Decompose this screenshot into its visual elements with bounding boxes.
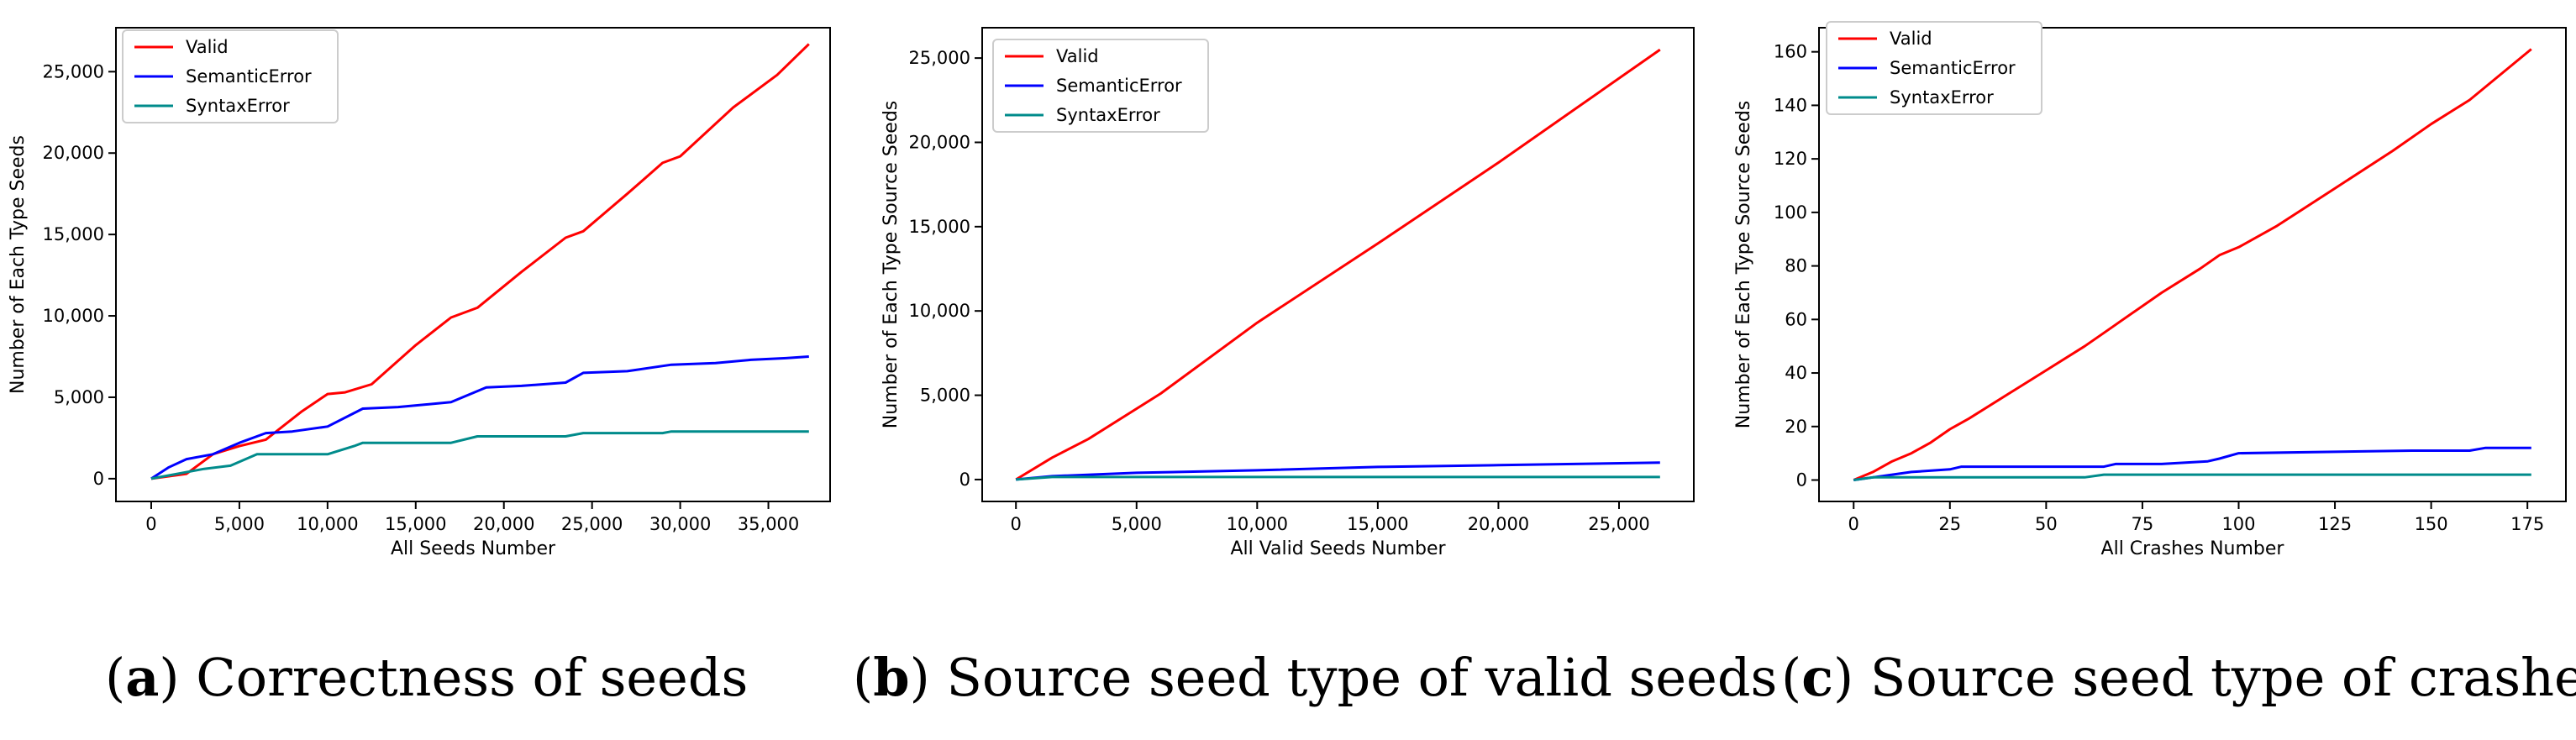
chart-b-xtick-label: 15,000 [1347,514,1408,534]
chart-b-xtick-label: 10,000 [1227,514,1288,534]
chart-a-plot: 0 5,000 10,000 15,000 20,000 25,000 30,000 35,0… [8,27,831,559]
chart-c-ytick-label: 0 [1796,470,1807,491]
chart-c-xtick-label: 100 [2221,514,2255,534]
chart-c-ylabel: Number of Each Type Source Seeds [1733,101,1754,429]
chart-a-xtick-label: 10,000 [297,514,358,534]
chart-c-ytick-label: 40 [1785,363,1807,383]
caption-a-text: Correctness of seeds [196,647,749,708]
caption-b: (b) Source seed type of valid seeds [853,647,1778,708]
chart-c-series-valid-line [1853,48,2532,481]
chart-a-series-valid-line [150,43,810,480]
chart-a-legend-label: SyntaxError [186,96,290,116]
chart-b: 0 5,000 10,000 15,000 20,000 25,000 0 5,000 10,0… [881,27,1695,559]
chart-b-legend-label: SemanticError [1056,76,1182,96]
chart-b-series-valid-line [1015,48,1661,481]
chart-a-legend-box [122,29,339,123]
chart-a-xtick-label: 35,000 [738,514,799,534]
chart-b-xtick-label: 20,000 [1468,514,1529,534]
chart-b-series-syntaxerror-line [1016,475,1660,481]
chart-c-xtick-label: 150 [2415,514,2448,534]
caption-b-letter: b [873,647,910,708]
chart-c-ytick-label: 20 [1785,417,1807,437]
caption-c-text: Source seed type of crashes [1869,647,2576,708]
chart-c-xtick-label: 0 [1848,514,1859,534]
chart-c-xtick-label: 75 [2132,514,2154,534]
chart-c-ytick-label: 80 [1785,256,1807,276]
chart-c-xtick-label: 50 [2035,514,2058,534]
chart-a-xtick-label: 30,000 [649,514,711,534]
chart-a: 0 5,000 10,000 15,000 20,000 25,000 30,000 35,0… [8,27,831,559]
chart-b-ytick-label: 25,000 [909,48,970,68]
chart-c-ytick-label: 160 [1774,42,1807,62]
chart-c-legend-label: Valid [1890,29,1932,49]
chart-c-ytick-label: 120 [1774,149,1807,169]
chart-a-ytick-label: 5,000 [54,387,104,407]
chart-c-legend-box [1826,21,2042,115]
caption-b-text: Source seed type of valid seeds [946,647,1778,708]
chart-a-xtick-label: 5,000 [214,514,265,534]
chart-b-ytick-label: 20,000 [909,132,970,152]
chart-c-series-semanticerror-line [1853,446,2531,481]
chart-c-xtick-label: 25 [1938,514,1961,534]
chart-c-legend-label: SemanticError [1890,58,2016,78]
chart-a-ytick-label: 25,000 [43,61,104,81]
chart-a-ytick-label: 15,000 [43,224,104,244]
chart-c-legend-label: SyntaxError [1890,87,1994,108]
chart-b-xtick-label: 5,000 [1112,514,1162,534]
chart-b-legend-label: Valid [1056,46,1099,66]
chart-c-plot: 0 25 50 75 100 125 150 175 0 20 40 60 80 100 120 140 160… [1733,21,2567,559]
chart-a-xlabel: All Seeds Number [391,538,556,559]
chart-b-frame [981,27,1695,502]
caption-c-letter: c [1801,647,1833,708]
chart-a-xtick-label: 0 [145,514,156,534]
chart-b-xtick-label: 0 [1011,514,1022,534]
chart-b-legend-box [992,39,1209,133]
chart-a-ylabel: Number of Each Type Seeds [8,135,29,394]
chart-c-ytick-label: 140 [1774,95,1807,115]
caption-c: (c) Source seed type of crashes [1781,647,2576,708]
chart-c-frame [1818,27,2567,502]
chart-b-ytick-label: 10,000 [909,301,970,321]
chart-b-plot: 0 5,000 10,000 15,000 20,000 25,000 0 5,000 10,0… [881,27,1695,559]
chart-b-xlabel: All Valid Seeds Number [1230,538,1446,559]
chart-b-legend-label: SyntaxError [1056,105,1160,125]
chart-a-xtick-label: 20,000 [473,514,534,534]
chart-b-ytick-label: 5,000 [920,386,970,406]
chart-a-ytick-label: 0 [93,469,104,489]
caption-a: (a) Correctness of seeds [105,647,749,708]
chart-c-xtick-label: 175 [2510,514,2544,534]
chart-a-series-semanticerror-line [150,355,809,480]
chart-b-ylabel: Number of Each Type Source Seeds [881,101,902,429]
chart-b-ytick-label: 15,000 [909,217,970,237]
chart-c: 0 25 50 75 100 125 150 175 0 20 40 60 80 100 120 140 160… [1733,21,2567,559]
chart-c-xlabel: All Crashes Number [2101,538,2285,559]
chart-b-xtick-label: 25,000 [1588,514,1649,534]
caption-a-letter: a [125,647,160,708]
chart-a-ytick-label: 10,000 [43,306,104,326]
chart-c-series-syntaxerror-line [1853,473,2531,481]
chart-a-ytick-label: 20,000 [43,143,104,163]
chart-a-legend-label: SemanticError [186,66,312,87]
chart-a-series-syntaxerror-line [150,430,809,480]
chart-a-frame [115,27,831,502]
chart-c-ytick-label: 100 [1774,202,1807,223]
chart-a-xtick-label: 15,000 [385,514,446,534]
chart-b-ytick-label: 0 [959,470,970,490]
chart-c-ytick-label: 60 [1785,309,1807,329]
chart-c-xtick-label: 125 [2318,514,2352,534]
chart-a-legend-label: Valid [186,37,229,57]
chart-a-xtick-label: 25,000 [561,514,623,534]
